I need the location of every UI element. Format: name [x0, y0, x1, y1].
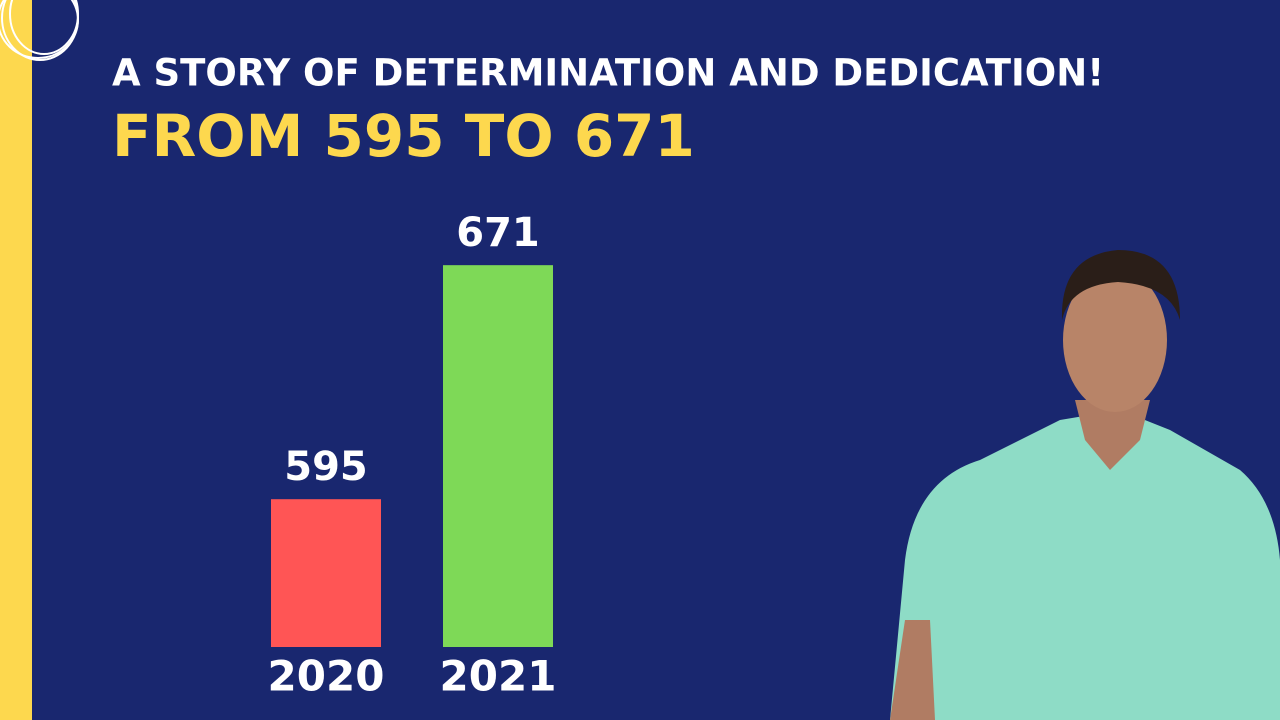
- chart-subtitle: FROM 595 TO 671: [112, 102, 695, 170]
- presenter-face: [1063, 268, 1167, 412]
- chart-title: A STORY OF DETERMINATION AND DEDICATION!: [112, 52, 1104, 95]
- presenter-hair: [1061, 250, 1180, 320]
- scribble-circle: [0, 0, 79, 61]
- presenter-shirt: [890, 410, 1280, 720]
- side-stripe: [0, 0, 32, 720]
- value-label: 671: [456, 210, 540, 256]
- presenter-neck: [1075, 400, 1150, 470]
- presenter: [890, 250, 1280, 720]
- value-label: 595: [284, 444, 368, 490]
- x-tick-label: 2020: [268, 652, 385, 701]
- x-tick-label: 2021: [440, 652, 557, 701]
- bar: [271, 499, 381, 647]
- bar: [443, 265, 553, 647]
- presenter-arm: [890, 620, 935, 720]
